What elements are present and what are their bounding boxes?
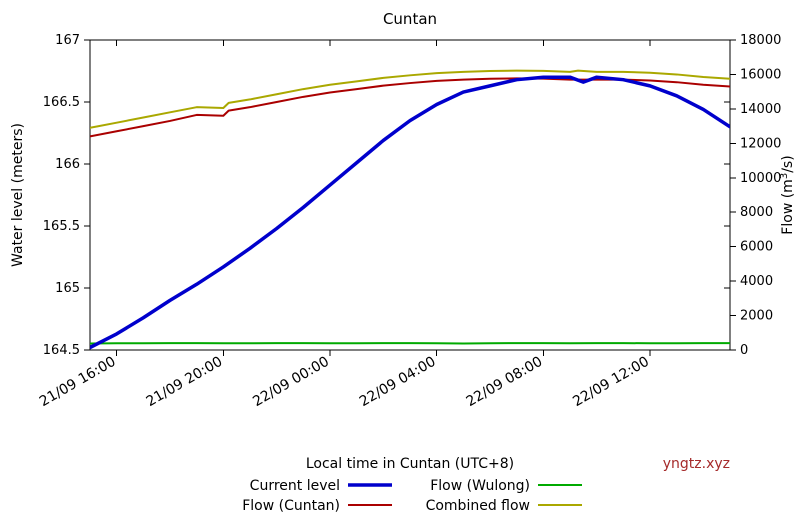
yleft-tick-label: 167 bbox=[55, 33, 80, 48]
yleft-tick-label: 164.5 bbox=[43, 343, 80, 358]
yright-tick-label: 16000 bbox=[740, 67, 781, 82]
legend-label: Current level bbox=[250, 478, 340, 494]
chart-title: Cuntan bbox=[383, 10, 437, 28]
yright-tick-label: 18000 bbox=[740, 33, 781, 48]
yleft-tick-label: 166.5 bbox=[43, 95, 80, 110]
y-left-label: Water level (meters) bbox=[10, 123, 26, 267]
yright-tick-label: 6000 bbox=[740, 240, 773, 255]
chart-container: Cuntan 164.5 165 165.5 166 166.5 167 0 2000 4000 6… bbox=[0, 0, 800, 532]
legend-label: Flow (Cuntan) bbox=[242, 498, 340, 514]
yright-tick-label: 4000 bbox=[740, 274, 773, 289]
chart-svg: Cuntan 164.5 165 165.5 166 166.5 167 0 2000 4000 6… bbox=[0, 0, 800, 532]
yright-tick-label: 10000 bbox=[740, 171, 781, 186]
y-right-label: Flow (m3/s) bbox=[779, 155, 797, 234]
legend-label: Combined flow bbox=[426, 498, 530, 514]
yright-tick-label: 2000 bbox=[740, 309, 773, 324]
yright-tick-label: 14000 bbox=[740, 102, 781, 117]
yright-tick-label: 12000 bbox=[740, 136, 781, 151]
yright-tick-label: 8000 bbox=[740, 205, 773, 220]
yleft-tick-label: 165.5 bbox=[43, 219, 80, 234]
yright-tick-label: 0 bbox=[740, 343, 748, 358]
yleft-tick-label: 166 bbox=[55, 157, 80, 172]
credit-label: yngtz.xyz bbox=[663, 456, 730, 472]
x-axis-label: Local time in Cuntan (UTC+8) bbox=[306, 456, 514, 472]
yleft-tick-label: 165 bbox=[55, 281, 80, 296]
legend-label: Flow (Wulong) bbox=[430, 478, 530, 494]
